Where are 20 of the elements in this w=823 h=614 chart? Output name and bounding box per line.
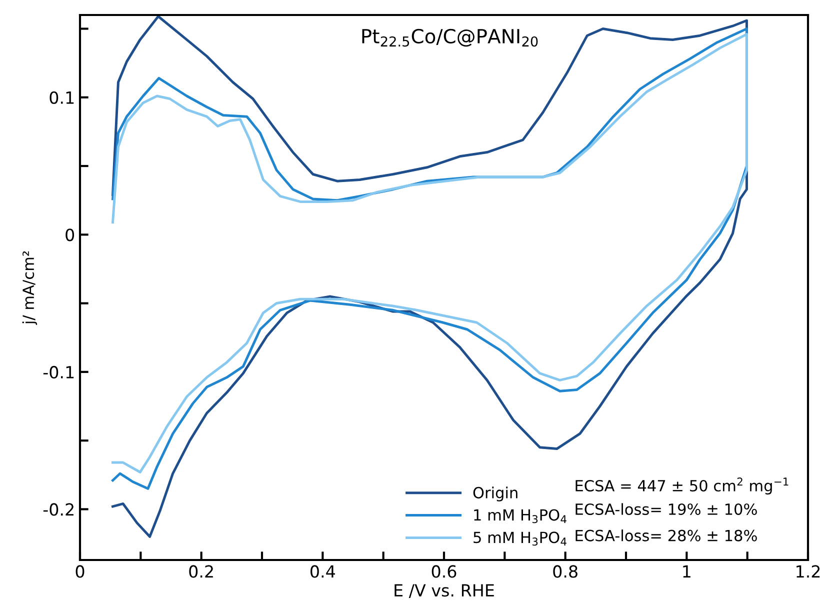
x-tick-label: 0.6 bbox=[432, 565, 456, 578]
annotation: ECSA-loss= 19% ± 10% bbox=[576, 503, 757, 515]
y-tick-label: 0.1 bbox=[50, 91, 74, 104]
x-axis-title: E /V vs. RHE bbox=[394, 584, 494, 598]
legend-label: 5 mM H$_{3}$PO$_{4}$ bbox=[474, 532, 566, 546]
x-tick-label: 1 bbox=[683, 565, 690, 578]
legend-label: Origin bbox=[473, 486, 518, 502]
x-tick-label: 0.4 bbox=[310, 565, 335, 578]
y-tick-label: -0.2 bbox=[43, 503, 74, 516]
x-tick-label: 0.2 bbox=[189, 565, 213, 578]
x-tick-label: 0 bbox=[76, 565, 84, 578]
annotation: ECSA = 447 ± 50 cm$^{2}$ mg$^{−1}$ bbox=[576, 478, 788, 494]
text: Pt$_{22.5}$Co/C@PANI$_{20}$ bbox=[362, 28, 538, 47]
y-tick-label: 0 bbox=[66, 228, 74, 242]
y-axis-title: j/ mA/cm² bbox=[22, 251, 38, 325]
x-tick-label: 1.2 bbox=[796, 565, 820, 578]
annotation: ECSA-loss= 28% ± 18% bbox=[576, 530, 757, 542]
y-tick-label: -0.1 bbox=[43, 366, 74, 378]
legend-label: 1 mM H$_{3}$PO$_{4}$ bbox=[474, 509, 566, 524]
x-tick-label: 0.8 bbox=[553, 565, 578, 578]
